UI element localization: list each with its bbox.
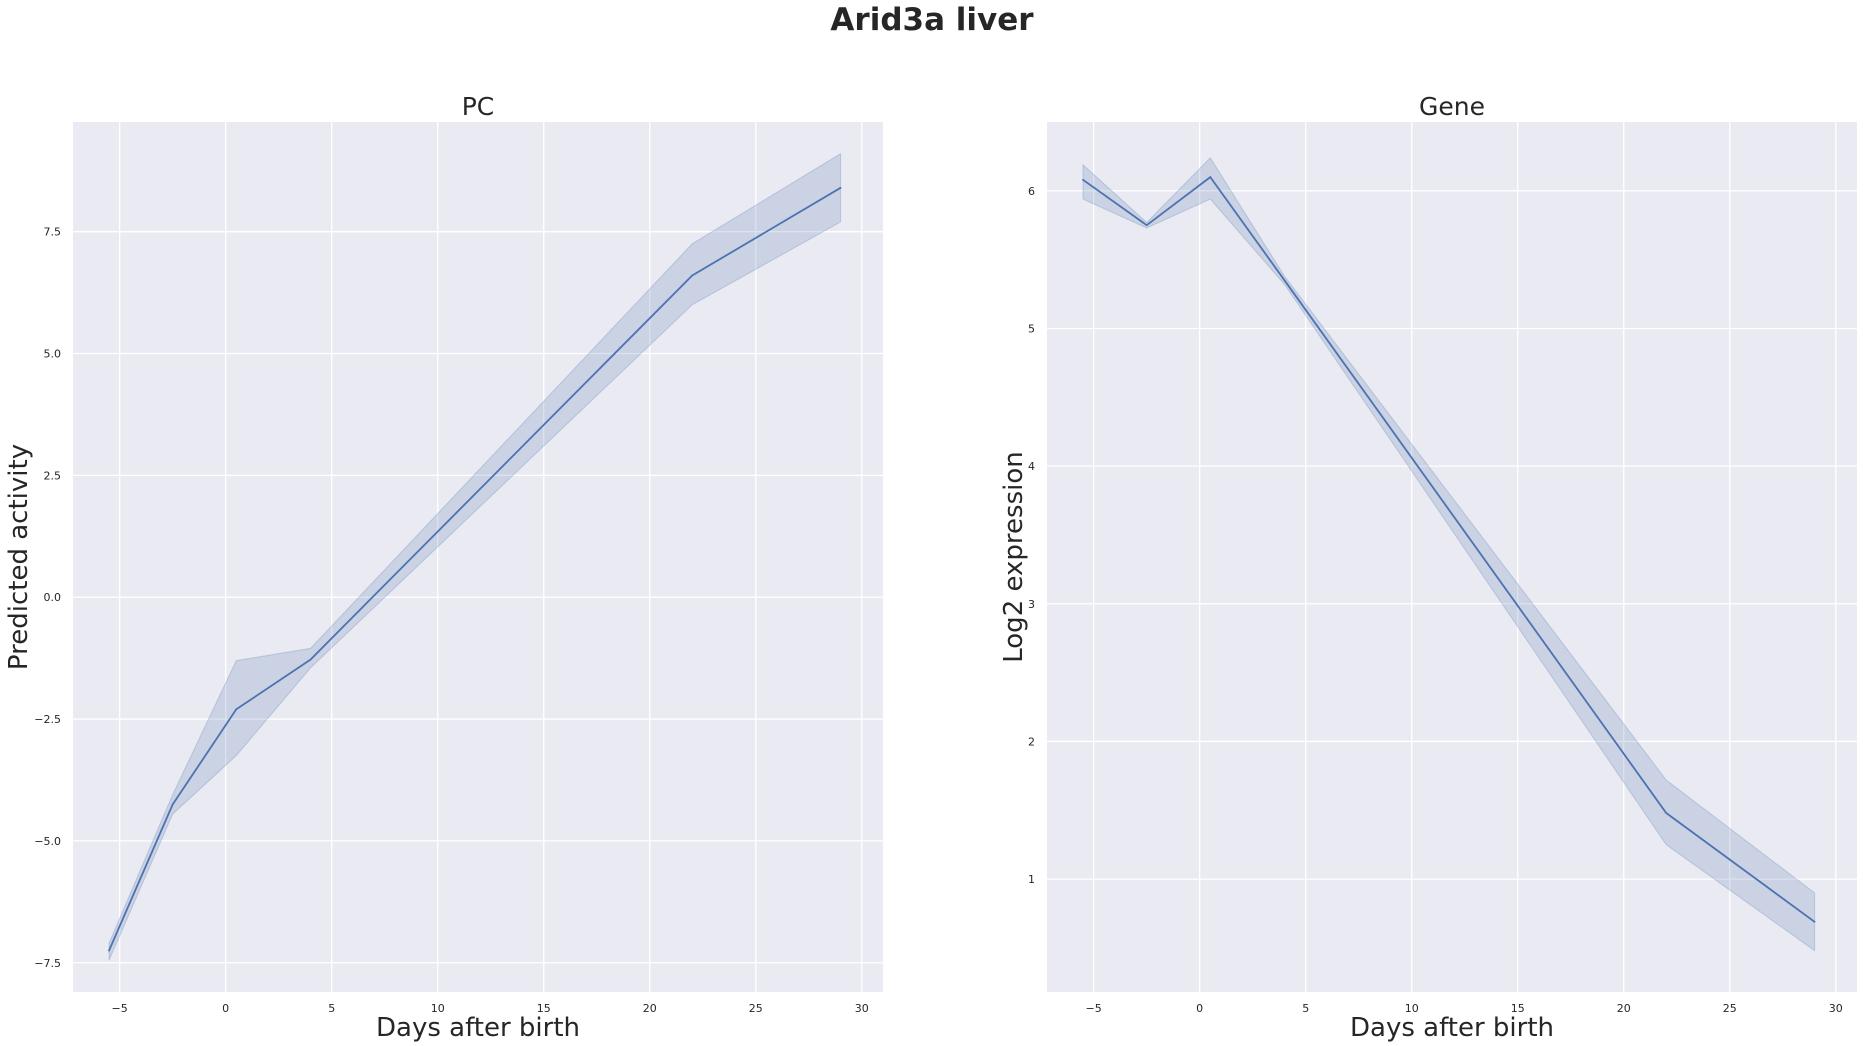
pc-x-tick-label: 0 — [222, 1002, 229, 1015]
gene-confidence-band — [1082, 156, 1816, 952]
gene-x-tick-label: 15 — [1511, 1002, 1525, 1015]
pc-data-point — [691, 274, 694, 277]
pc-x-tick-label: 10 — [431, 1002, 445, 1015]
gene-y-axis-label: Log2 expression — [999, 451, 1029, 663]
gene-x-axis-label: Days after birth — [1350, 1013, 1554, 1043]
gene-x-tick-label: 25 — [1723, 1002, 1737, 1015]
gene-plot-area — [1047, 122, 1857, 992]
gene-y-tick-label: 6 — [1028, 185, 1035, 198]
pc-series-line — [108, 187, 842, 951]
pc-x-tick-label: 5 — [328, 1002, 335, 1015]
gene-data-point — [1145, 224, 1148, 227]
pc-confidence-band — [108, 152, 842, 961]
pc-data-point — [108, 949, 110, 952]
gene-series-line — [1082, 176, 1816, 923]
gene-y-tick-label: 5 — [1028, 322, 1035, 335]
pc-y-tick-label: 0.0 — [44, 591, 62, 604]
pc-y-axis-label: Predicted activity — [4, 444, 34, 670]
pc-x-tick-label: 20 — [643, 1002, 657, 1015]
pc-plot-area — [73, 122, 883, 992]
gene-y-tick-label: 2 — [1028, 735, 1035, 748]
gene-x-tick-label: 5 — [1302, 1002, 1309, 1015]
pc-y-tick-label: −5.0 — [34, 835, 61, 848]
pc-data-point — [839, 186, 842, 189]
pc-x-tick-label: −5 — [112, 1002, 128, 1015]
pc-y-tick-label: −2.5 — [34, 713, 61, 726]
gene-x-tick-label: 0 — [1196, 1002, 1203, 1015]
gene-y-tick-label: 3 — [1028, 598, 1035, 611]
pc-y-tick-label: 7.5 — [44, 226, 62, 239]
figure-title: Arid3a liver — [830, 2, 1034, 38]
gene-data-point — [1665, 812, 1668, 814]
pc-panel-title: PC — [462, 92, 495, 121]
pc-data-point — [235, 708, 238, 711]
gene-x-tick-label: −5 — [1086, 1002, 1102, 1015]
gene-x-tick-label: 10 — [1405, 1002, 1419, 1015]
gene-data-point — [1283, 279, 1286, 282]
pc-x-axis-label: Days after birth — [376, 1013, 580, 1043]
pc-y-tick-label: 2.5 — [44, 469, 62, 482]
gene-y-tick-label: 1 — [1028, 873, 1035, 886]
pc-panel: −5 0 5 10 15 20 25 30 −7.5 −5.0 −2.5 0.0 2.5 5.0 7.5 PC… — [4, 92, 883, 1043]
gene-data-point — [1209, 176, 1212, 178]
pc-y-tick-label: −7.5 — [34, 957, 61, 970]
pc-y-tick-label: 5.0 — [44, 348, 62, 361]
gene-panel-title: Gene — [1419, 92, 1485, 121]
gene-y-tick-label: 4 — [1028, 460, 1035, 473]
pc-x-tick-label: 15 — [537, 1002, 551, 1015]
gene-data-point — [1082, 178, 1084, 181]
gene-data-point — [1813, 920, 1816, 923]
gene-x-tick-label: 30 — [1829, 1002, 1843, 1015]
pc-data-point — [309, 658, 312, 661]
pc-x-tick-label: 25 — [749, 1002, 763, 1015]
pc-x-tick-label: 30 — [855, 1002, 869, 1015]
pc-data-point — [171, 803, 174, 806]
gene-panel: −5 0 5 10 15 20 25 30 1 2 3 4 5 6 Gene Days after birth… — [999, 92, 1857, 1043]
gene-x-tick-label: 20 — [1617, 1002, 1631, 1015]
